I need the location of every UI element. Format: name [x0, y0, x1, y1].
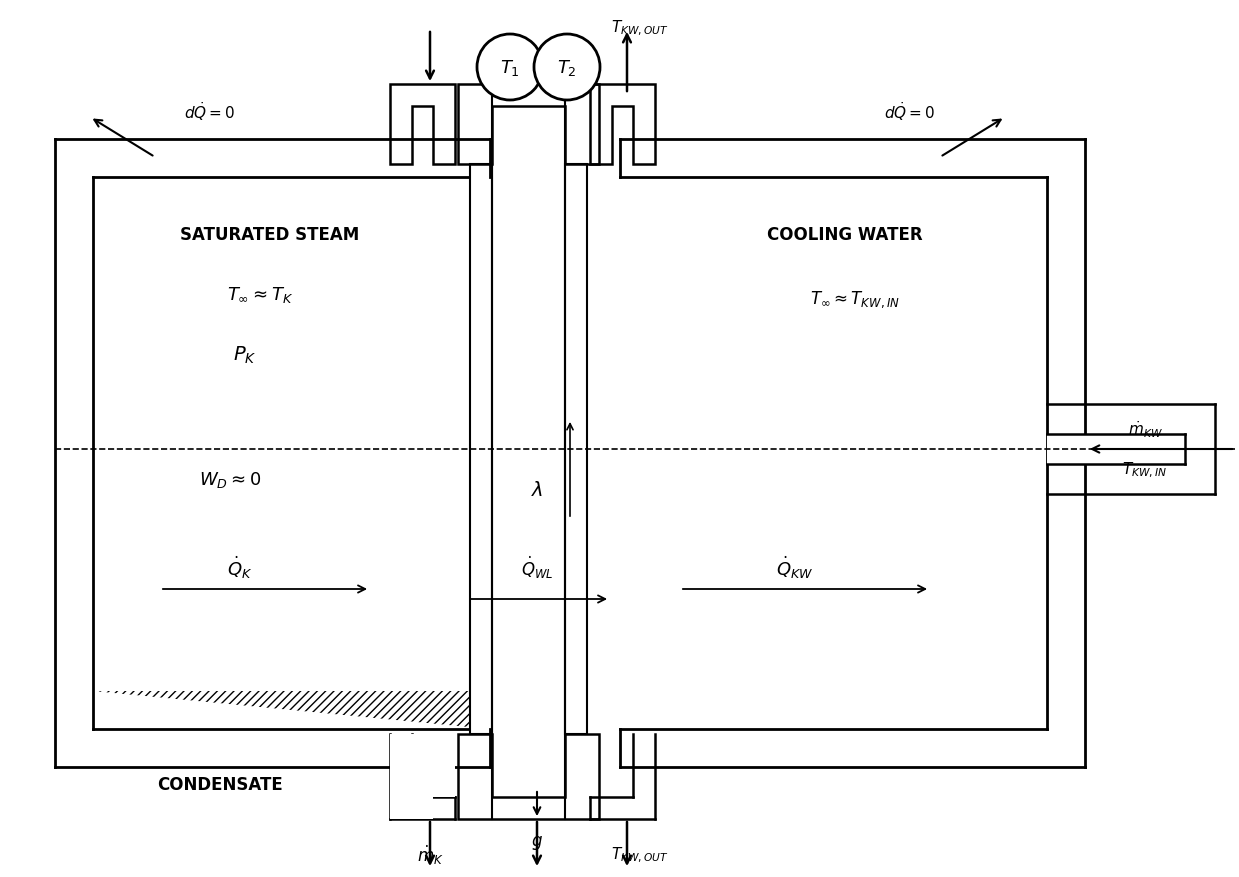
Bar: [1047, 404, 1215, 495]
Polygon shape: [458, 85, 598, 165]
Text: CONDENSATE: CONDENSATE: [157, 775, 282, 793]
Bar: [633, 734, 655, 819]
Bar: [390, 797, 455, 819]
Polygon shape: [390, 734, 455, 819]
Text: $T_{\infty} \approx T_{KW, IN}$: $T_{\infty} \approx T_{KW, IN}$: [810, 289, 900, 310]
Text: $\dot{Q}_K$: $\dot{Q}_K$: [227, 554, 253, 581]
Text: COOLING WATER: COOLING WATER: [767, 225, 923, 244]
Bar: [55, 139, 93, 767]
Bar: [55, 139, 489, 178]
Bar: [470, 165, 492, 734]
Bar: [620, 729, 1085, 767]
Bar: [55, 729, 489, 767]
Circle shape: [534, 35, 600, 101]
Bar: [565, 165, 587, 734]
Polygon shape: [390, 85, 455, 165]
Text: $P_K$: $P_K$: [233, 344, 256, 365]
Text: $\dot{Q}_{WL}$: $\dot{Q}_{WL}$: [520, 554, 554, 581]
Bar: [1047, 139, 1085, 767]
Text: $\dot{m}_{KW}$: $\dot{m}_{KW}$: [1127, 419, 1162, 439]
Text: $T_{\infty} \approx T_K$: $T_{\infty} \approx T_K$: [227, 285, 294, 304]
Text: $T_{KW, OUT}$: $T_{KW, OUT}$: [611, 18, 669, 38]
Text: $T_2$: $T_2$: [558, 58, 577, 78]
Circle shape: [477, 35, 543, 101]
Bar: [590, 797, 655, 819]
Text: $\lambda$: $\lambda$: [530, 480, 543, 499]
Bar: [390, 734, 413, 819]
Text: $\dot{m}_K$: $\dot{m}_K$: [416, 843, 444, 866]
Text: $d\dot{Q} = 0$: $d\dot{Q} = 0$: [885, 101, 935, 124]
Text: $T_{KW, IN}$: $T_{KW, IN}$: [1123, 460, 1167, 479]
Text: $g$: $g$: [532, 833, 543, 851]
Text: $W_D \approx 0$: $W_D \approx 0$: [199, 469, 261, 489]
Polygon shape: [458, 734, 598, 819]
Text: $T_1$: $T_1$: [501, 58, 520, 78]
Text: $T_{KW, OUT}$: $T_{KW, OUT}$: [611, 845, 669, 864]
Polygon shape: [55, 691, 489, 767]
Text: SATURATED STEAM: SATURATED STEAM: [181, 225, 359, 244]
Bar: [492, 85, 565, 819]
Polygon shape: [55, 139, 489, 691]
Polygon shape: [590, 85, 655, 165]
Polygon shape: [390, 734, 455, 819]
Text: $d\dot{Q} = 0$: $d\dot{Q} = 0$: [185, 101, 235, 124]
Text: $\dot{Q}_{KW}$: $\dot{Q}_{KW}$: [777, 554, 814, 581]
Bar: [620, 139, 1085, 178]
Bar: [1047, 434, 1184, 465]
